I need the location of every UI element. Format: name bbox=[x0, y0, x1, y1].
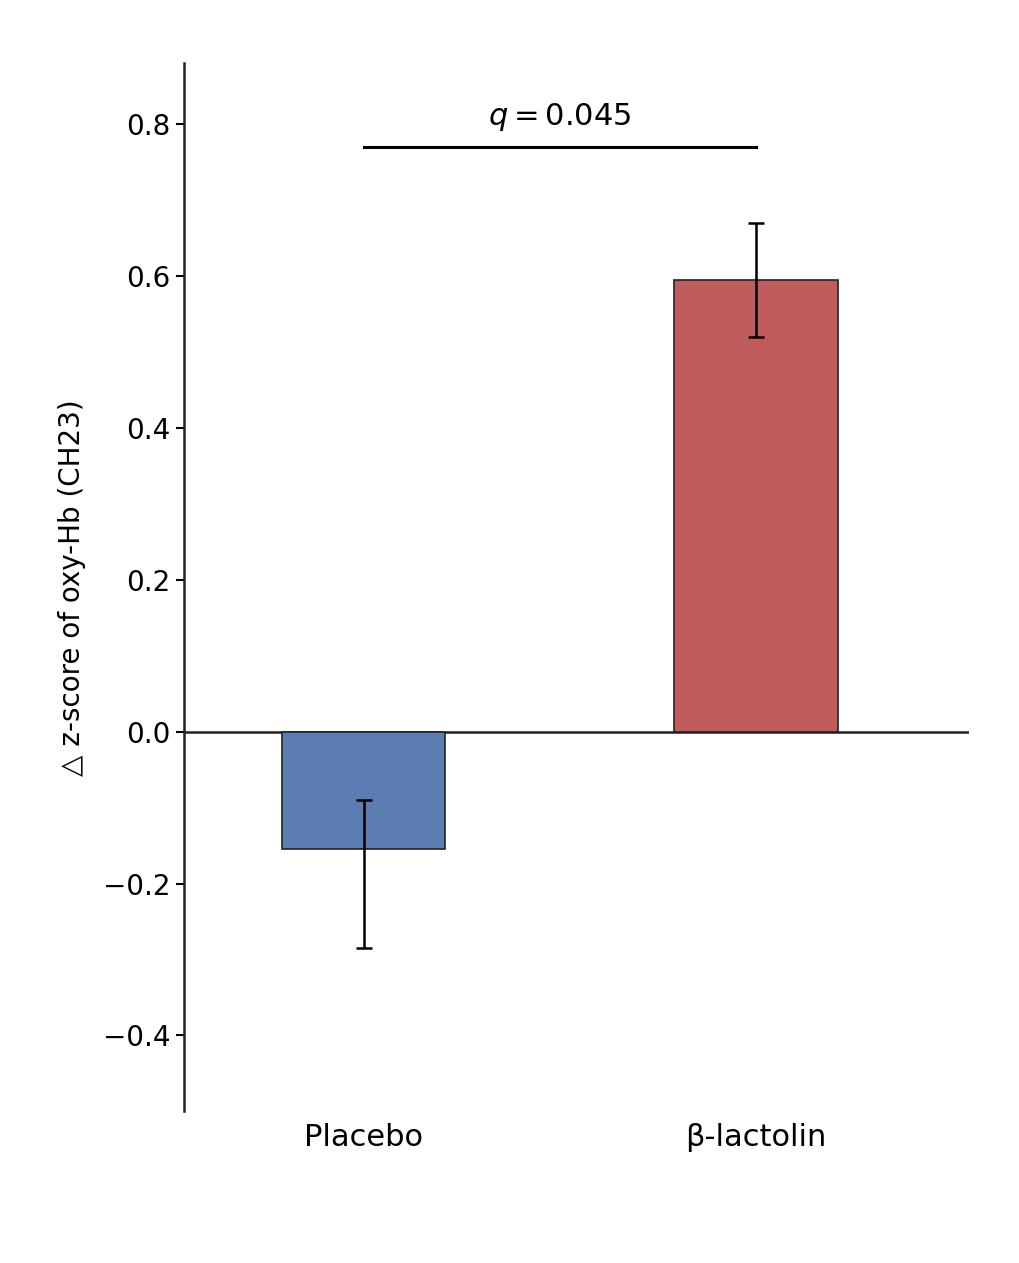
Text: $q = 0.045$: $q = 0.045$ bbox=[488, 101, 631, 133]
Y-axis label: △ z-score of oxy-Hb (CH23): △ z-score of oxy-Hb (CH23) bbox=[58, 399, 87, 775]
Bar bbox=[281, 731, 445, 849]
Bar bbox=[674, 279, 838, 731]
